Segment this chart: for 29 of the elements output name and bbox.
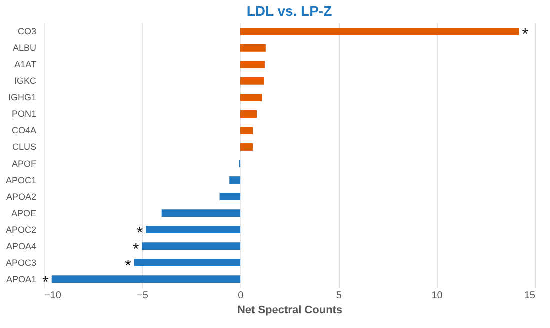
y-tick-label: A1AT — [14, 60, 37, 70]
y-tick-label: ALBU — [12, 43, 36, 54]
y-tick-label: APOA1 — [6, 274, 36, 284]
x-axis-title: Net Spectral Counts — [237, 304, 343, 316]
y-tick-label: APOA4 — [6, 241, 36, 252]
y-tick-label: IGKC — [14, 76, 37, 86]
y-tick-label: CO4A — [12, 126, 36, 136]
y-tick-label: APOC3 — [6, 258, 36, 268]
y-tick-label: APOE — [11, 208, 36, 218]
y-tick-label: IGHG1 — [8, 92, 36, 103]
x-tick-label: 10 — [432, 290, 444, 302]
annotation: * — [132, 241, 140, 258]
annotation: * — [125, 258, 132, 275]
y-tick-label: APOA2 — [6, 192, 36, 202]
x-tick-label: −10 — [44, 290, 62, 302]
x-tick-label: −5 — [136, 290, 149, 302]
y-tick-label: PON1 — [12, 109, 36, 120]
y-tick-label: APOC2 — [6, 224, 36, 235]
annotation: * — [522, 26, 529, 44]
chart-title: LDL vs. LP-Z — [246, 3, 333, 19]
annotation: * — [136, 224, 144, 242]
y-tick-label: CLUS — [12, 142, 36, 152]
annotation: * — [42, 274, 49, 292]
x-tick-label: 0 — [238, 290, 244, 302]
x-tick-label: 5 — [336, 290, 342, 302]
x-tick-label: 15 — [524, 290, 536, 302]
y-tick-label: CO3 — [18, 26, 36, 37]
y-tick-label: APOF — [12, 158, 37, 169]
y-tick-label: APOC1 — [6, 175, 36, 186]
